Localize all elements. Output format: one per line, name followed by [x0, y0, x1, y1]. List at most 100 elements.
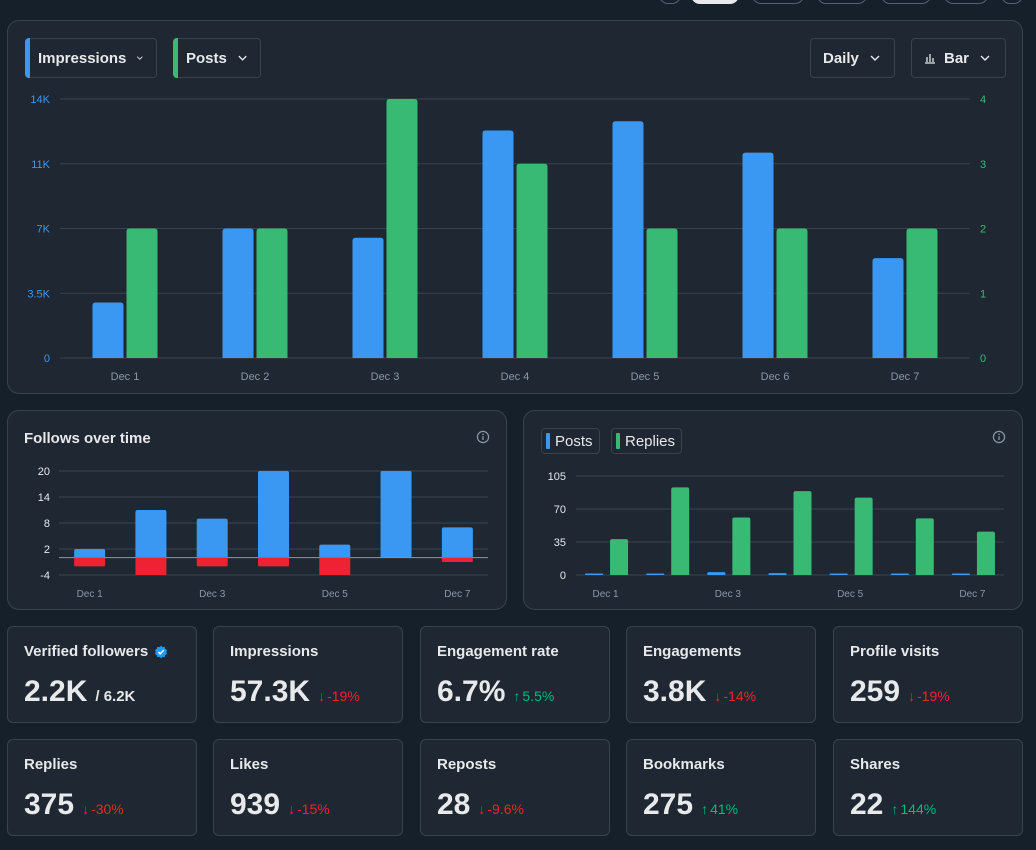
date-range-tab[interactable] [752, 0, 804, 4]
unfollows-bar [196, 557, 228, 567]
y-tick-label: 20 [38, 466, 50, 478]
legend-posts[interactable]: Posts [541, 428, 600, 454]
stat-label-text: Profile visits [850, 643, 940, 660]
impressions-bar [222, 228, 254, 358]
stat-card[interactable]: Engagement rate 6.7% ↑ 5.5% [420, 626, 610, 723]
stat-change-value: -19% [917, 688, 950, 704]
compare-color-accent [173, 38, 178, 78]
follows-card-title: Follows over time [24, 430, 151, 447]
stat-label: Reposts [437, 756, 496, 773]
arrow-down-icon: ↓ [288, 801, 296, 817]
stat-change-value: 144% [900, 801, 937, 817]
stat-label: Likes [230, 756, 268, 773]
stat-card[interactable]: Replies 375 ↓ -30% [7, 739, 197, 836]
stat-change: ↓ -19% [318, 688, 360, 704]
legend-replies[interactable]: Replies [611, 428, 683, 454]
y-right-tick-label: 2 [980, 224, 986, 236]
y-tick-label: 0 [560, 570, 566, 582]
interval-dropdown[interactable]: Daily [810, 38, 895, 78]
stat-value: 2.2K [24, 675, 88, 708]
follows-bar [135, 510, 167, 558]
posts-bar [829, 573, 848, 575]
x-tick-label: Dec 2 [241, 371, 270, 383]
stat-card[interactable]: Impressions 57.3K ↓ -19% [213, 626, 403, 723]
y-left-tick-label: 3.5K [27, 288, 50, 300]
y-left-tick-label: 7K [37, 224, 51, 236]
stat-value: 57.3K [230, 675, 311, 708]
posts-replies-chart: 105 70 35 0 Dec 1 Dec 3 Dec 5 Dec 7 [548, 471, 1004, 600]
x-tick-label: Dec 5 [837, 589, 864, 600]
legend-posts-label: Posts [555, 432, 593, 450]
stat-card[interactable]: Shares 22 ↑ 144% [833, 739, 1023, 836]
stat-card[interactable]: Likes 939 ↓ -15% [213, 739, 403, 836]
stat-value: 6.7% [437, 675, 506, 708]
stat-value: 939 [230, 788, 281, 821]
date-range-tab[interactable] [817, 0, 867, 4]
x-tick-label: Dec 4 [501, 371, 530, 383]
stat-label-text: Likes [230, 756, 269, 773]
y-tick-label: 8 [44, 518, 50, 530]
stat-change-value: 41% [710, 801, 739, 817]
stat-change-value: 5.5% [522, 688, 555, 704]
date-range-tab[interactable] [659, 0, 681, 4]
metric-dropdown[interactable]: Impressions [25, 38, 157, 78]
arrow-down-icon: ↓ [714, 688, 722, 704]
follows-chart: 20 14 8 2 -4 Dec 1 Dec 3 Dec 5 Dec 7 [38, 466, 488, 600]
chart-type-dropdown[interactable]: Bar [911, 38, 1006, 78]
follows-bar [441, 527, 473, 558]
stat-change: ↓ -15% [288, 801, 330, 817]
date-range-tab-active[interactable] [691, 0, 739, 4]
legend-swatch [546, 433, 550, 449]
stat-value-row: 57.3K ↓ -19% [230, 675, 360, 709]
y-tick-label: 35 [554, 537, 566, 549]
compare-dropdown[interactable]: Posts [173, 38, 261, 78]
unfollows-bar [258, 557, 289, 567]
unfollows-bar [441, 557, 473, 562]
replies-bar [671, 487, 690, 575]
posts-bar [890, 573, 909, 575]
stat-value: 375 [24, 788, 75, 821]
y-left-tick-label: 14K [30, 94, 50, 106]
stat-card[interactable]: Reposts 28 ↓ -9.6% [420, 739, 610, 836]
arrow-up-icon: ↑ [513, 688, 521, 704]
date-range-tab[interactable] [1001, 0, 1023, 4]
follows-bar [74, 549, 106, 558]
posts-bar [585, 573, 604, 575]
stat-value-row: 939 ↓ -15% [230, 788, 330, 822]
impressions-bar [872, 258, 904, 358]
stat-card[interactable]: Profile visits 259 ↓ -19% [833, 626, 1023, 723]
arrow-up-icon: ↑ [701, 801, 709, 817]
stat-label-text: Replies [24, 756, 78, 773]
stat-card[interactable]: Bookmarks 275 ↑ 41% [626, 739, 816, 836]
follows-card: Follows over time 20 14 8 2 -4 Dec 1 Dec 3 Dec … [7, 410, 507, 610]
posts-bar [646, 228, 678, 358]
y-tick-label: 105 [548, 471, 566, 483]
info-icon[interactable] [476, 430, 490, 444]
stat-change-value: -14% [723, 688, 757, 704]
date-range-tab[interactable] [881, 0, 931, 4]
y-tick-label: -4 [40, 570, 50, 582]
chevron-down-icon [980, 55, 990, 61]
y-left-tick-label: 0 [44, 353, 50, 365]
stat-label-text: Impressions [230, 643, 319, 660]
posts-bar [707, 572, 726, 575]
chart-type-dropdown-label: Bar [944, 49, 970, 67]
date-range-tab[interactable] [944, 0, 988, 4]
x-tick-label: Dec 5 [322, 589, 349, 600]
stat-card[interactable]: Engagements 3.8K ↓ -14% [626, 626, 816, 723]
stat-change: ↑ 41% [701, 801, 738, 817]
replies-bar [976, 531, 995, 575]
y-right-tick-label: 0 [980, 353, 986, 365]
arrow-down-icon: ↓ [318, 688, 326, 704]
stat-value-row: 6.7% ↑ 5.5% [437, 675, 554, 709]
impressions-posts-chart: 0 0 3.5K 1 7K 2 11K 3 14K 4 Dec 1 Dec 2 Dec 3 Dec 4 De… [27, 94, 986, 383]
posts-bar [768, 573, 787, 575]
compare-dropdown-label: Posts [186, 49, 227, 67]
main-chart-card: Impressions Posts Daily Bar 0 0 3.5K 1 7K 2 11… [7, 20, 1023, 394]
legend-swatch [616, 433, 620, 449]
stat-value: 275 [643, 788, 694, 821]
posts-bar [776, 228, 808, 358]
posts-bar [646, 573, 665, 575]
info-icon[interactable] [992, 430, 1006, 444]
stat-card[interactable]: Verified followers 2.2K / 6.2K [7, 626, 197, 723]
